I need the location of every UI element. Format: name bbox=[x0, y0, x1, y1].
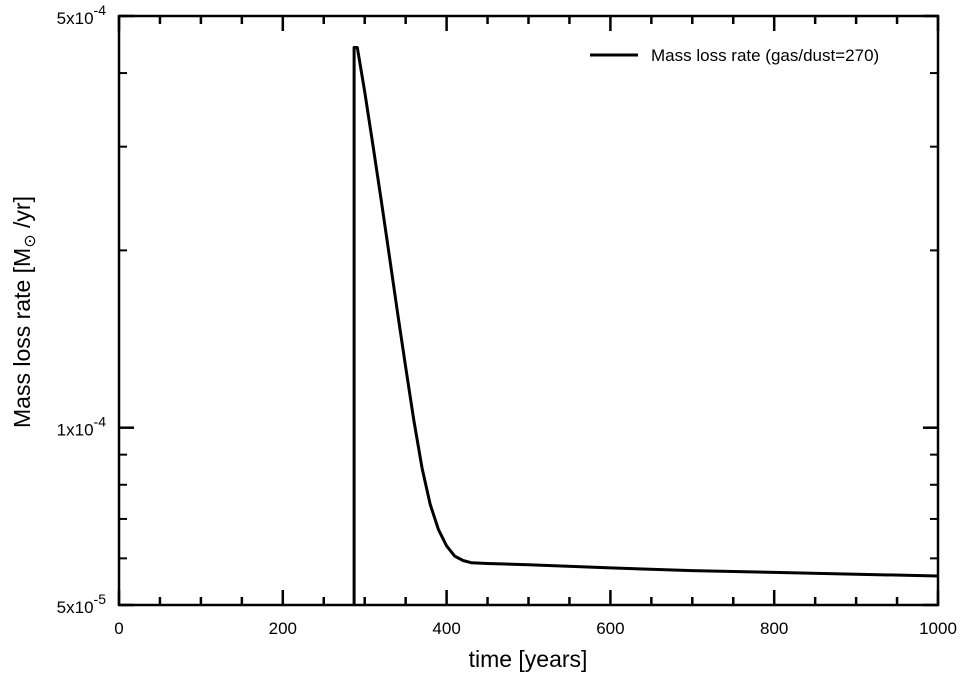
x-axis-label: time [years] bbox=[469, 646, 588, 672]
axis-ticks bbox=[117, 14, 940, 607]
x-tick-label: 0 bbox=[114, 619, 123, 638]
y-axis-label-prefix: Mass loss rate [M bbox=[9, 248, 35, 428]
y-tick-exponent: -4 bbox=[94, 2, 107, 18]
y-axis-label: Mass loss rate [M⊙ /yr] bbox=[9, 196, 39, 428]
y-tick-mantissa: 5x10 bbox=[57, 598, 94, 617]
x-tick-label: 400 bbox=[432, 619, 460, 638]
x-tick-labels: 0 200 400 600 800 1000 bbox=[114, 619, 957, 638]
series-layer bbox=[352, 46, 939, 605]
y-tick-exponent: -5 bbox=[94, 591, 107, 607]
y-tick-mantissa: 1x10 bbox=[57, 421, 94, 440]
plot-frame bbox=[117, 14, 940, 607]
y-axis-label-suffix: /yr] bbox=[9, 196, 35, 234]
y-tick-label: 5x10-4 bbox=[57, 2, 107, 28]
x-tick-label: 800 bbox=[760, 619, 788, 638]
y-tick-exponent: -4 bbox=[94, 414, 107, 430]
y-tick-label: 1x10-4 bbox=[57, 414, 107, 440]
y-tick-mantissa: 5x10 bbox=[57, 9, 94, 28]
x-tick-label: 600 bbox=[596, 619, 624, 638]
x-tick-label: 1000 bbox=[919, 619, 957, 638]
y-tick-label: 5x10-5 bbox=[57, 591, 107, 617]
legend-label: Mass loss rate (gas/dust=270) bbox=[651, 46, 879, 65]
x-tick-label: 200 bbox=[269, 619, 297, 638]
sun-symbol: ⊙ bbox=[22, 234, 39, 247]
series-line bbox=[352, 46, 939, 605]
legend: Mass loss rate (gas/dust=270) bbox=[590, 46, 879, 65]
